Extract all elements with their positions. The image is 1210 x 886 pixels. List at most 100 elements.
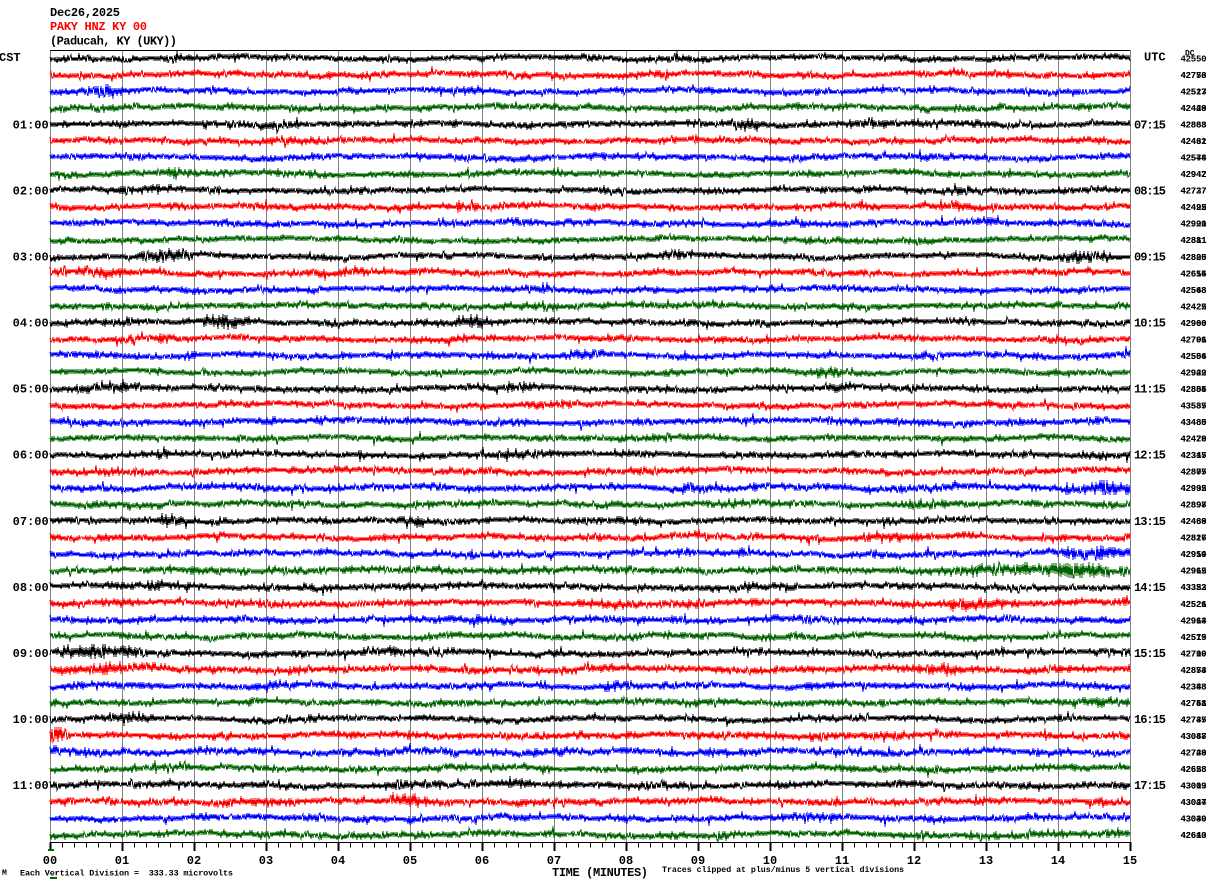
svg-text:14:15: 14:15 bbox=[1134, 581, 1166, 595]
svg-text:01: 01 bbox=[115, 854, 129, 868]
svg-text:42523: 42523 bbox=[1181, 88, 1207, 98]
svg-text:42853: 42853 bbox=[1181, 666, 1207, 676]
svg-text:42735: 42735 bbox=[1181, 715, 1207, 725]
svg-text:12:15: 12:15 bbox=[1134, 449, 1166, 463]
svg-text:42811: 42811 bbox=[1181, 236, 1208, 246]
svg-text:43322: 43322 bbox=[1181, 583, 1207, 593]
svg-text:42748: 42748 bbox=[1181, 749, 1207, 759]
svg-text:42388: 42388 bbox=[1181, 682, 1207, 692]
svg-text:42317: 42317 bbox=[1181, 451, 1207, 461]
svg-text:42995: 42995 bbox=[1181, 484, 1207, 494]
svg-text:42919: 42919 bbox=[1181, 550, 1207, 560]
svg-text:10:15: 10:15 bbox=[1134, 317, 1166, 331]
svg-text:DC: DC bbox=[1185, 50, 1195, 59]
svg-text:10:00: 10:00 bbox=[13, 713, 49, 727]
svg-text:42556: 42556 bbox=[1181, 352, 1207, 362]
svg-text:42949: 42949 bbox=[1181, 368, 1207, 378]
svg-text:42915: 42915 bbox=[1181, 567, 1207, 577]
svg-text:43353: 43353 bbox=[1181, 583, 1207, 593]
svg-text:15: 15 bbox=[1123, 854, 1137, 868]
svg-text:14: 14 bbox=[1051, 854, 1065, 868]
svg-text:42526: 42526 bbox=[1181, 600, 1207, 610]
svg-text:07: 07 bbox=[547, 854, 561, 868]
svg-text:08:15: 08:15 bbox=[1134, 184, 1166, 198]
svg-text:TIME (MINUTES): TIME (MINUTES) bbox=[552, 866, 648, 880]
svg-text:43049: 43049 bbox=[1181, 815, 1207, 825]
svg-text:42914: 42914 bbox=[1181, 616, 1208, 626]
svg-text:43030: 43030 bbox=[1181, 815, 1207, 825]
svg-text:42906: 42906 bbox=[1181, 319, 1207, 329]
svg-text:42610: 42610 bbox=[1181, 831, 1207, 841]
svg-text:02: 02 bbox=[187, 854, 201, 868]
svg-text:13:15: 13:15 bbox=[1134, 515, 1166, 529]
svg-text:09:15: 09:15 bbox=[1134, 251, 1166, 265]
svg-text:42515: 42515 bbox=[1181, 633, 1207, 643]
svg-text:42942: 42942 bbox=[1181, 170, 1207, 180]
svg-text:04: 04 bbox=[331, 854, 345, 868]
svg-text:42962: 42962 bbox=[1181, 567, 1207, 577]
svg-text:UTC: UTC bbox=[1144, 51, 1166, 65]
svg-text:42751: 42751 bbox=[1181, 699, 1208, 709]
svg-text:42654: 42654 bbox=[1181, 269, 1208, 279]
svg-text:02:00: 02:00 bbox=[13, 184, 49, 198]
svg-text:42469: 42469 bbox=[1181, 517, 1207, 527]
svg-text:42706: 42706 bbox=[1181, 335, 1207, 345]
svg-text:43587: 43587 bbox=[1181, 402, 1207, 412]
svg-text:04:00: 04:00 bbox=[13, 317, 49, 331]
svg-text:M: M bbox=[2, 869, 7, 878]
svg-text:42422: 42422 bbox=[1181, 302, 1207, 312]
svg-text:42431: 42431 bbox=[1181, 137, 1208, 147]
svg-text:42658: 42658 bbox=[1181, 765, 1207, 775]
svg-text:Dec26,2025: Dec26,2025 bbox=[50, 6, 120, 20]
svg-text:42348: 42348 bbox=[1181, 682, 1207, 692]
svg-text:42747: 42747 bbox=[1181, 715, 1207, 725]
svg-text:11: 11 bbox=[835, 854, 849, 868]
svg-text:43480: 43480 bbox=[1181, 418, 1207, 428]
svg-text:00: 00 bbox=[43, 854, 57, 868]
svg-text:42521: 42521 bbox=[1181, 600, 1208, 610]
svg-text:42548: 42548 bbox=[1181, 286, 1207, 296]
svg-text:05:00: 05:00 bbox=[13, 383, 49, 397]
svg-text:07:00: 07:00 bbox=[13, 515, 49, 529]
svg-text:42947: 42947 bbox=[1181, 170, 1207, 180]
svg-text:42425: 42425 bbox=[1181, 302, 1207, 312]
svg-text:42960: 42960 bbox=[1181, 319, 1207, 329]
svg-text:16:15: 16:15 bbox=[1134, 713, 1166, 727]
svg-text:42729: 42729 bbox=[1181, 749, 1207, 759]
svg-text:42753: 42753 bbox=[1181, 71, 1207, 81]
svg-text:42883: 42883 bbox=[1181, 121, 1207, 131]
svg-text:42428: 42428 bbox=[1181, 104, 1207, 114]
svg-text:12: 12 bbox=[907, 854, 921, 868]
svg-text:PAKY HNZ KY 00: PAKY HNZ KY 00 bbox=[50, 20, 147, 34]
svg-text:42544: 42544 bbox=[1181, 154, 1208, 164]
svg-text:42897: 42897 bbox=[1181, 501, 1207, 511]
svg-text:42868: 42868 bbox=[1181, 121, 1207, 131]
svg-text:42615: 42615 bbox=[1181, 269, 1207, 279]
svg-text:42991: 42991 bbox=[1181, 220, 1208, 230]
svg-text:Each Vertical Division = 333.: Each Vertical Division = 333.33 microvol… bbox=[20, 869, 233, 879]
svg-text:03:00: 03:00 bbox=[13, 251, 49, 265]
svg-text:03: 03 bbox=[259, 854, 273, 868]
svg-text:42428: 42428 bbox=[1181, 435, 1207, 445]
svg-text:42875: 42875 bbox=[1181, 468, 1207, 478]
svg-text:42855: 42855 bbox=[1181, 385, 1207, 395]
svg-text:42737: 42737 bbox=[1181, 187, 1207, 197]
svg-text:42422: 42422 bbox=[1181, 203, 1207, 213]
svg-text:15:15: 15:15 bbox=[1134, 647, 1166, 661]
svg-text:42816: 42816 bbox=[1181, 534, 1207, 544]
svg-text:42579: 42579 bbox=[1181, 633, 1207, 643]
svg-text:43044: 43044 bbox=[1181, 798, 1208, 808]
svg-text:05: 05 bbox=[403, 854, 417, 868]
svg-text:CST: CST bbox=[0, 51, 21, 65]
svg-text:42710: 42710 bbox=[1181, 649, 1207, 659]
svg-text:42932: 42932 bbox=[1181, 484, 1207, 494]
svg-text:42922: 42922 bbox=[1181, 368, 1207, 378]
svg-text:42517: 42517 bbox=[1181, 88, 1207, 98]
svg-text:13: 13 bbox=[979, 854, 993, 868]
svg-text:42479: 42479 bbox=[1181, 435, 1207, 445]
svg-text:43009: 43009 bbox=[1181, 782, 1207, 792]
svg-text:43485: 43485 bbox=[1181, 418, 1207, 428]
svg-text:43088: 43088 bbox=[1181, 732, 1207, 742]
svg-text:42920: 42920 bbox=[1181, 220, 1207, 230]
svg-text:42643: 42643 bbox=[1181, 831, 1207, 841]
